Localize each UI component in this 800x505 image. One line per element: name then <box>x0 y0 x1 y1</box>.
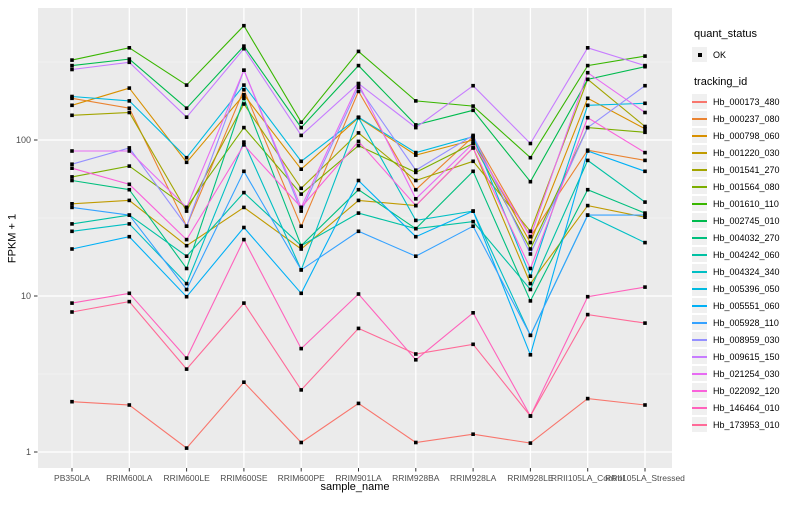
legend-line-key-icon <box>692 179 707 194</box>
legend-item-tracking: Hb_001564_080 <box>692 178 798 195</box>
legend-item-label: Hb_008959_030 <box>713 334 780 345</box>
legend-item-label: Hb_002745_010 <box>713 215 780 226</box>
legend-tracking-items: Hb_000173_480 Hb_000237_080 Hb_000798_060 H… <box>692 93 798 433</box>
legend-line-key-icon <box>692 162 707 177</box>
y-tick-labels: 1 10 100 <box>16 135 31 457</box>
legend-item-tracking: Hb_000173_480 <box>692 93 798 110</box>
legend-item-tracking: Hb_001610_110 <box>692 195 798 212</box>
legend-item-label: Hb_001541_270 <box>713 164 780 175</box>
legend-line-key-icon <box>692 94 707 109</box>
legend-title-tracking-id: tracking_id <box>694 76 748 88</box>
data-points <box>70 23 647 450</box>
legend-item-tracking: Hb_005928_110 <box>692 314 798 331</box>
svg-text:RRIM928LA: RRIM928LA <box>450 473 497 483</box>
legend-line-key-icon <box>692 196 707 211</box>
legend-item-tracking: Hb_002745_010 <box>692 212 798 229</box>
legend-item-tracking: Hb_146464_010 <box>692 399 798 416</box>
panel-background <box>38 8 672 468</box>
black-point-icon <box>692 47 707 62</box>
svg-text:RRIM928LE: RRIM928LE <box>507 473 554 483</box>
svg-text:RRII105LA_Stressed: RRII105LA_Stressed <box>605 473 685 483</box>
legend-item-label: Hb_000237_080 <box>713 113 780 124</box>
svg-text:100: 100 <box>16 135 31 145</box>
legend-item-tracking: Hb_004324_340 <box>692 263 798 280</box>
svg-text:1: 1 <box>26 447 31 457</box>
legend-line-key-icon <box>692 145 707 160</box>
legend-item-tracking: Hb_000237_080 <box>692 110 798 127</box>
legend-item-label: Hb_005551_060 <box>713 300 780 311</box>
legend-item-quant-ok: OK <box>692 45 798 64</box>
legend-item-tracking: Hb_009615_150 <box>692 348 798 365</box>
legend-item-tracking: Hb_004242_060 <box>692 246 798 263</box>
legend-line-key-icon <box>692 213 707 228</box>
legend-item-label: Hb_005928_110 <box>713 317 779 328</box>
legend-item-label: Hb_000173_480 <box>713 96 780 107</box>
legend-item-tracking: Hb_008959_030 <box>692 331 798 348</box>
svg-text:RRII105LA_Control: RRII105LA_Control <box>551 473 625 483</box>
legend-item-label: Hb_022092_120 <box>713 385 780 396</box>
legend-line-key-icon <box>692 332 707 347</box>
legend-item-label: Hb_021254_030 <box>713 368 780 379</box>
legend-item-label: Hb_000798_060 <box>713 130 780 141</box>
legend-item-tracking: Hb_000798_060 <box>692 127 798 144</box>
legend-title-quant-status: quant_status <box>694 28 757 40</box>
legend-line-key-icon <box>692 383 707 398</box>
legend-item-label: Hb_004032_270 <box>713 232 780 243</box>
x-axis-title: sample_name <box>320 481 390 493</box>
legend-item-tracking: Hb_004032_270 <box>692 229 798 246</box>
svg-text:RRIM600SE: RRIM600SE <box>220 473 268 483</box>
legend-line-key-icon <box>692 349 707 364</box>
legend-item-label: Hb_001564_080 <box>713 181 780 192</box>
legend-line-key-icon <box>692 111 707 126</box>
legend-item-label: Hb_173953_010 <box>713 419 780 430</box>
legend: quant_status OK tracking_id Hb_000173_48… <box>692 28 798 433</box>
legend-item-tracking: Hb_022092_120 <box>692 382 798 399</box>
legend-item-tracking: Hb_001220_030 <box>692 144 798 161</box>
legend-item-tracking: Hb_173953_010 <box>692 416 798 433</box>
legend-item-tracking: Hb_021254_030 <box>692 365 798 382</box>
svg-text:RRIM600LE: RRIM600LE <box>163 473 210 483</box>
svg-text:RRIM901LA: RRIM901LA <box>335 473 382 483</box>
legend-item-label: Hb_004242_060 <box>713 249 780 260</box>
svg-text:PB350LA: PB350LA <box>54 473 90 483</box>
legend-item-label: Hb_001220_030 <box>713 147 780 158</box>
axis-ticks <box>34 139 646 472</box>
legend-item-label: Hb_001610_110 <box>713 198 779 209</box>
svg-text:RRIM928BA: RRIM928BA <box>392 473 440 483</box>
legend-line-key-icon <box>692 400 707 415</box>
legend-line-key-icon <box>692 298 707 313</box>
legend-line-key-icon <box>692 417 707 432</box>
legend-line-key-icon <box>692 230 707 245</box>
svg-text:RRIM600LA: RRIM600LA <box>106 473 153 483</box>
legend-item-label: Hb_146464_010 <box>713 402 780 413</box>
legend-item-label: Hb_004324_340 <box>713 266 780 277</box>
svg-text:RRIM600PE: RRIM600PE <box>278 473 326 483</box>
y-axis-title: FPKM + 1 <box>6 213 19 264</box>
legend-item-label: OK <box>713 49 727 60</box>
legend-line-key-icon <box>692 281 707 296</box>
legend-line-key-icon <box>692 247 707 262</box>
legend-item-tracking: Hb_005551_060 <box>692 297 798 314</box>
x-tick-labels: PB350LA RRIM600LA RRIM600LE RRIM600SE RRIM60… <box>54 473 685 483</box>
legend-line-key-icon <box>692 264 707 279</box>
legend-item-tracking: Hb_005396_050 <box>692 280 798 297</box>
legend-item-label: Hb_005396_050 <box>713 283 780 294</box>
legend-line-key-icon <box>692 315 707 330</box>
svg-text:10: 10 <box>21 291 31 301</box>
legend-item-label: Hb_009615_150 <box>713 351 780 362</box>
legend-line-key-icon <box>692 366 707 381</box>
legend-item-tracking: Hb_001541_270 <box>692 161 798 178</box>
legend-line-key-icon <box>692 128 707 143</box>
